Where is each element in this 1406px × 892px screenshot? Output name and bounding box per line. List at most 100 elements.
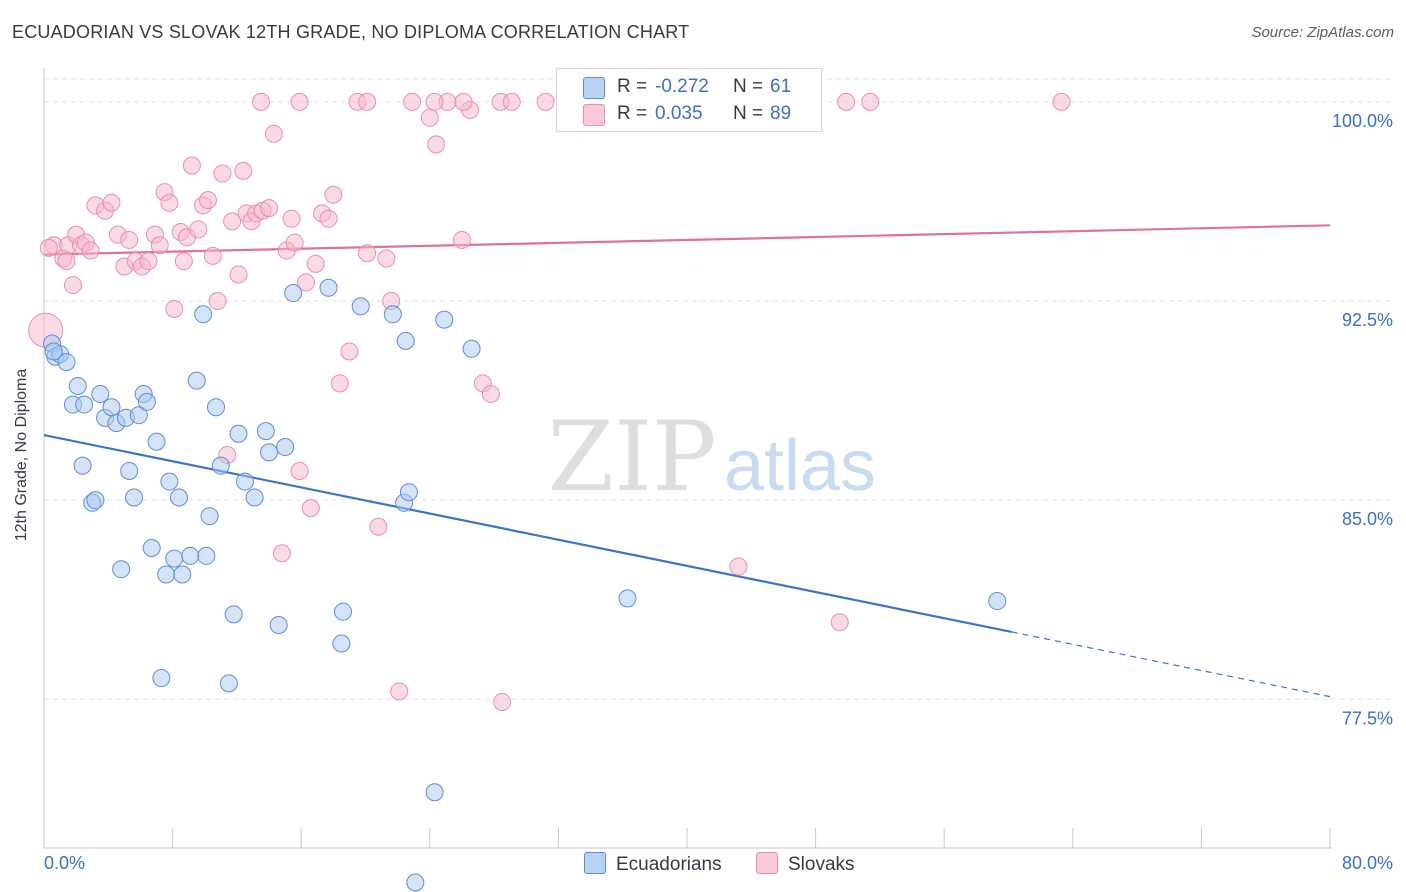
legend-item-slovaks[interactable]: Slovaks [756,852,855,876]
trend-lines [43,224,1331,698]
ecuadorian-point [435,310,454,329]
ecuadorians-legend-label: Ecuadorians [616,854,722,875]
ecuadorian-point [224,605,243,624]
x-tick-label: 0.0% [44,853,85,873]
ecuadorian-point [332,634,351,653]
n-value: 89 [770,103,792,124]
ecuadorian-point [399,483,418,502]
slovak-point [174,252,193,271]
ecuadorian-point [219,674,238,693]
ecuadorian-point [351,297,370,316]
slovak-point [319,209,338,228]
slovak-point [63,276,82,295]
slovak-point [234,161,253,180]
slovak-point [427,135,446,154]
ecuadorian-point [102,398,121,417]
slovak-point [208,292,227,311]
ecuadorian-point [125,488,144,507]
slovak-point [837,92,856,111]
x-tick-labels: 0.0% 80.0% [44,853,1393,873]
ecuadorian-point [157,565,176,584]
r-value: 0.035 [655,103,703,124]
n-value: 61 [770,76,792,97]
slovak-point [1052,92,1071,111]
ecuadorian-point [57,353,76,372]
slovak-point [57,252,76,271]
y-tick-labels: 77.5% 85.0% 92.5% 100.0% [1332,111,1393,728]
ecuadorian-point [383,305,402,324]
ecuadorian-point [187,371,206,390]
x-tick-label: 80.0% [1342,853,1393,873]
n-label: N = [733,103,764,124]
ecuadorian-point [152,669,171,688]
chart-title: ECUADORIAN VS SLOVAK 12TH GRADE, NO DIPL… [12,22,690,42]
slovak-point [102,193,121,212]
slovak-point [150,236,169,255]
slovak-point [160,193,179,212]
r-label: R = [617,103,648,124]
data-points [28,92,1071,892]
slovak-point [358,92,377,111]
slovak-point [452,230,471,249]
slovaks-legend-swatch [756,852,778,874]
ecuadorian-point [120,461,139,480]
ecuadorians-trend-line [43,434,1012,633]
legend-item-ecuadorians[interactable]: Ecuadorians [584,852,722,876]
ecuadorian-point [260,443,279,462]
ecuadorian-point [319,278,338,297]
slovak-point [324,185,343,204]
slovak-point [403,92,422,111]
slovak-point [182,156,201,175]
slovak-point [301,499,320,518]
axes [43,68,1332,849]
legend-row-slovaks: R = 0.035 N = 89 [557,101,821,127]
slovak-point [213,164,232,183]
slovak-point [420,108,439,127]
ecuadorian-point [112,560,131,579]
ecuadorian-point [75,395,94,414]
slovak-point [189,220,208,239]
y-tick-label: 77.5% [1342,708,1393,728]
ecuadorian-point [173,565,192,584]
ecuadorian-point [160,472,179,491]
ecuadorian-point [137,392,156,411]
slovak-point [425,92,444,111]
r-value: -0.272 [655,76,709,97]
slovak-point [369,517,388,536]
slovak-point [536,92,555,111]
ecuadorian-point [245,488,264,507]
ecuadorians-swatch [583,77,605,99]
slovak-point [306,254,325,273]
slovak-point [290,461,309,480]
ecuadorian-point [86,491,105,510]
ecuadorian-point [197,546,216,565]
ecuadorian-point [425,783,444,802]
zipatlas-watermark: ZIP atlas [547,401,876,513]
y-tick-label: 100.0% [1332,111,1393,131]
slovak-point [454,92,473,111]
ecuadorian-point [165,549,184,568]
slovak-point [260,199,279,218]
slovak-point [223,212,242,231]
ecuadorian-point [256,422,275,441]
ecuadorian-point [276,438,295,457]
source-label: Source: ZipAtlas.com [1251,24,1394,41]
slovak-point [120,230,139,249]
ecuadorian-point [406,873,425,892]
slovak-point [282,209,301,228]
slovak-point [81,241,100,260]
ecuadorian-point [284,284,303,303]
ecuadorian-point [68,376,87,395]
ecuadorian-point [211,456,230,475]
slovak-point [139,252,158,271]
slovak-point [330,374,349,393]
ecuadorian-point [396,331,415,350]
slovak-point [165,299,184,318]
slovak-point [198,191,217,210]
slovak-point [297,273,316,292]
slovak-point [203,246,222,265]
slovak-point [285,233,304,252]
ecuadorian-point [181,546,200,565]
ecuadorian-point [269,615,288,634]
